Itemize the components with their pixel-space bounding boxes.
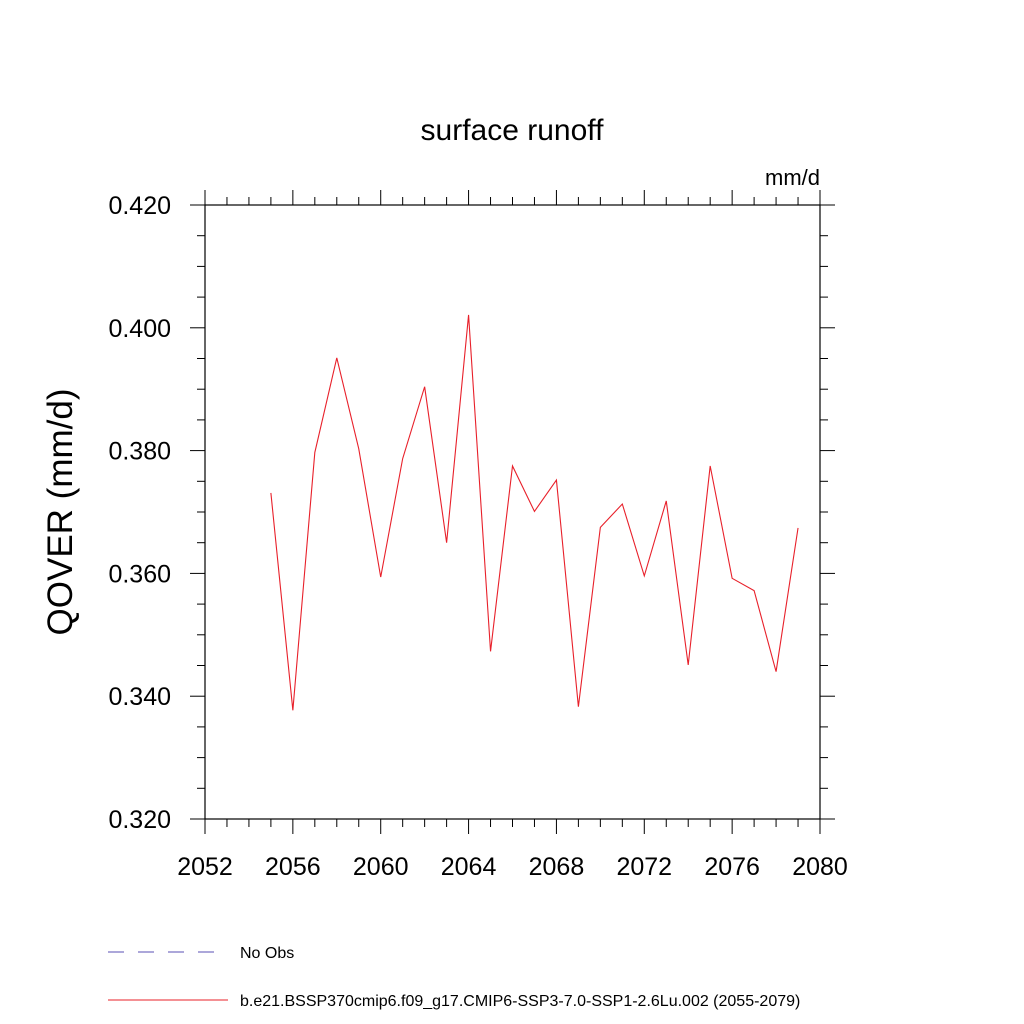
chart-title: surface runoff [421, 114, 605, 147]
series-layer [270, 314, 799, 711]
y-tick-label: 0.380 [108, 438, 171, 466]
x-tick-labels: 2052 2056 2060 2064 2068 2072 2076 2080 [177, 853, 848, 881]
legend-label: No Obs [240, 945, 294, 962]
y-tick-labels: 0.320 0.340 0.360 0.380 0.400 0.420 [108, 192, 171, 834]
y-tick-label: 0.420 [108, 192, 171, 220]
y-tick-label: 0.340 [108, 683, 171, 711]
x-tick-label: 2068 [529, 853, 585, 881]
series-line [270, 314, 799, 711]
x-tick-label: 2072 [616, 853, 672, 881]
x-tick-label: 2064 [441, 853, 497, 881]
y-axis-label: QOVER (mm/d) [41, 389, 80, 636]
x-tick-label: 2076 [704, 853, 760, 881]
x-tick-label: 2080 [792, 853, 848, 881]
x-tick-label: 2052 [177, 853, 233, 881]
units-label: mm/d [765, 165, 820, 190]
y-tick-label: 0.400 [108, 315, 171, 343]
y-tick-label: 0.320 [108, 806, 171, 834]
x-tick-label: 2060 [353, 853, 409, 881]
legend-label: b.e21.BSSP370cmip6.f09_g17.CMIP6-SSP3-7.… [240, 993, 800, 1010]
axis-ticks [190, 190, 835, 834]
y-tick-label: 0.360 [108, 560, 171, 588]
plot-frame [204, 204, 821, 820]
x-tick-label: 2056 [265, 853, 321, 881]
legend: No Obs b.e21.BSSP370cmip6.f09_g17.CMIP6-S… [108, 945, 800, 1010]
